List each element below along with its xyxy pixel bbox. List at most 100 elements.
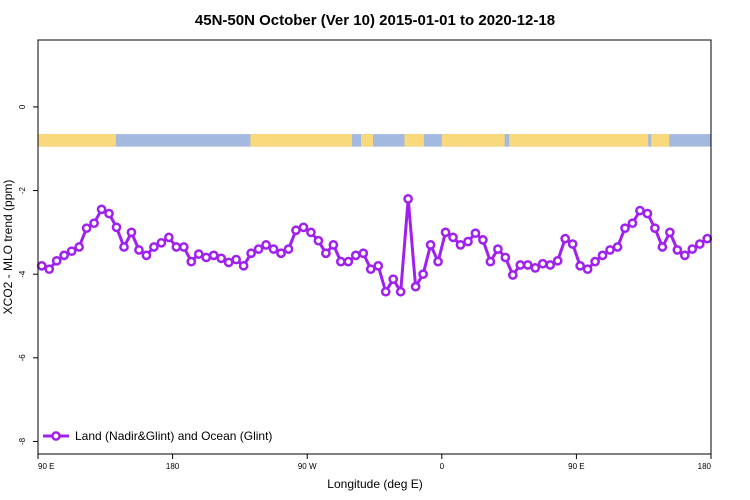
data-point xyxy=(418,269,428,280)
data-point xyxy=(89,218,99,229)
data-point xyxy=(171,242,182,252)
data-point xyxy=(679,250,690,261)
data-point xyxy=(657,242,668,252)
data-point xyxy=(478,235,488,245)
y-tick-label: -6 xyxy=(18,354,27,362)
data-point xyxy=(597,250,608,261)
land-segment xyxy=(441,134,505,147)
data-point xyxy=(388,274,399,285)
data-point xyxy=(403,194,413,204)
legend-swatch-marker xyxy=(51,431,61,441)
data-point xyxy=(665,227,675,238)
chart-title: 45N-50N October (Ver 10) 2015-01-01 to 2… xyxy=(195,12,555,29)
data-point xyxy=(642,208,653,219)
series-line xyxy=(41,197,709,294)
data-point xyxy=(433,256,443,267)
land-segment xyxy=(38,134,116,147)
land-segment xyxy=(361,134,374,147)
data-point xyxy=(605,245,615,255)
data-point xyxy=(246,248,256,259)
data-point xyxy=(208,250,219,261)
data-point xyxy=(119,242,129,252)
data-point xyxy=(111,222,122,233)
data-point xyxy=(694,239,705,249)
data-point xyxy=(425,240,436,250)
data-point xyxy=(126,227,137,238)
data-point xyxy=(620,223,630,234)
data-point xyxy=(238,260,249,271)
data-point xyxy=(36,260,47,271)
data-point xyxy=(567,239,578,249)
x-tick-label: 90 W xyxy=(298,462,317,471)
data-point xyxy=(96,204,107,215)
data-point xyxy=(395,286,406,297)
data-point xyxy=(530,263,541,273)
data-point xyxy=(440,227,451,238)
data-point xyxy=(455,240,466,250)
land-segment xyxy=(509,134,649,147)
data-point xyxy=(350,250,361,261)
data-point xyxy=(81,223,92,234)
data-point xyxy=(59,250,70,261)
data-point xyxy=(650,223,660,234)
x-tick-label: 90 E xyxy=(38,462,54,471)
data-point xyxy=(283,244,294,254)
data-point xyxy=(276,248,286,259)
data-point xyxy=(223,257,234,268)
legend: Land (Nadir&Glint) and Ocean (Glint) xyxy=(43,429,272,443)
data-point xyxy=(66,246,77,257)
data-point xyxy=(321,248,331,259)
data-point xyxy=(104,208,114,219)
data-point xyxy=(313,235,324,246)
y-tick-label: -8 xyxy=(18,437,27,445)
x-tick-label: 0 xyxy=(440,462,445,471)
data-point xyxy=(507,270,518,280)
data-point xyxy=(537,258,548,269)
y-axis-label: XCO2 - MLO trend (ppm) xyxy=(1,180,15,315)
data-point xyxy=(44,264,55,275)
data-point xyxy=(365,264,376,275)
data-point xyxy=(74,242,84,252)
land-segment xyxy=(250,134,353,147)
land-segment xyxy=(651,134,670,147)
y-tick-label: -4 xyxy=(18,270,27,278)
data-point xyxy=(702,233,713,244)
data-point xyxy=(380,286,391,297)
data-point xyxy=(552,255,563,266)
data-point xyxy=(336,256,346,267)
data-point xyxy=(672,245,683,255)
data-point xyxy=(612,242,623,252)
data-point xyxy=(545,260,556,270)
data-point xyxy=(149,242,159,252)
data-point xyxy=(291,225,301,236)
data-point xyxy=(635,205,645,216)
data-point xyxy=(343,256,354,267)
data-point xyxy=(560,233,571,244)
data-point xyxy=(590,256,600,267)
x-axis: 90 E 180 90 W 0 90 E 180 xyxy=(37,454,712,471)
data-point xyxy=(186,256,197,267)
data-point xyxy=(134,245,144,255)
data-point xyxy=(582,264,593,275)
data-point xyxy=(178,242,189,252)
x-axis-label: Longitude (deg E) xyxy=(327,477,422,491)
data-point xyxy=(373,260,384,271)
data-point xyxy=(493,244,503,254)
data-point xyxy=(156,237,167,248)
data-point xyxy=(164,232,174,243)
data-point xyxy=(141,250,152,261)
data-point xyxy=(268,244,279,254)
data-point xyxy=(500,252,511,263)
plot-frame xyxy=(37,39,712,455)
series-layer xyxy=(36,194,713,297)
data-point xyxy=(328,240,339,250)
data-point xyxy=(627,218,638,229)
data-point xyxy=(358,248,369,259)
y-tick-label: -2 xyxy=(18,186,27,194)
data-point xyxy=(485,256,496,267)
x-tick-label: 90 E xyxy=(568,462,584,471)
land-ocean-strip xyxy=(38,134,711,147)
data-point xyxy=(470,228,481,239)
data-point xyxy=(687,244,698,254)
